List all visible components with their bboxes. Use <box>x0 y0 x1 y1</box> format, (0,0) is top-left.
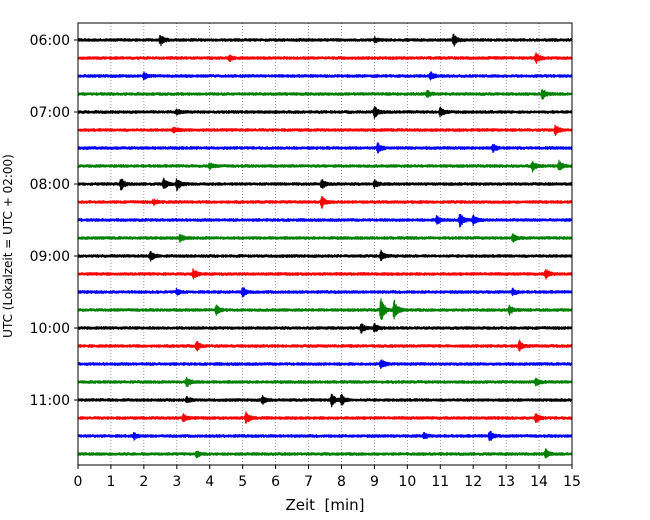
x-tick-label: 7 <box>304 474 313 490</box>
x-axis-label: Zeit [min] <box>285 496 364 514</box>
trace-1015 <box>78 340 572 352</box>
trace-0815 <box>78 196 572 209</box>
x-tick-label: 5 <box>238 474 247 490</box>
x-tick-label: 12 <box>464 474 482 490</box>
y-tick-label: 09:00 <box>30 249 70 265</box>
trace-0600 <box>78 34 572 47</box>
trace-1130 <box>78 431 572 441</box>
trace-0845 <box>78 233 572 243</box>
trace-0700 <box>78 106 572 119</box>
x-tick-label: 1 <box>106 474 115 490</box>
x-tick-label: 11 <box>431 474 449 490</box>
x-tick-label: 14 <box>530 474 548 490</box>
trace-0630 <box>78 71 572 80</box>
x-tick-label: 0 <box>74 474 83 490</box>
x-tick-label: 15 <box>563 474 581 490</box>
x-tick-label: 10 <box>398 474 416 490</box>
trace-0730 <box>78 142 572 153</box>
trace-0930 <box>78 287 572 297</box>
y-tick-label: 10:00 <box>30 321 70 337</box>
trace-0915 <box>78 268 572 279</box>
x-tick-label: 4 <box>205 474 214 490</box>
x-tick-label: 13 <box>497 474 515 490</box>
x-axis-ticks: 0 1 2 3 4 5 6 7 8 9 10 11 12 13 14 15 <box>74 465 581 490</box>
y-axis-label: UTC (Lokalzeit = UTC + 02:00) <box>1 154 15 338</box>
trace-0745 <box>78 160 572 173</box>
trace-1000 <box>78 323 572 333</box>
y-tick-label: 11:00 <box>30 393 70 409</box>
y-tick-label: 08:00 <box>30 177 70 193</box>
trace-0645 <box>78 89 572 99</box>
trace-0615 <box>78 52 572 63</box>
seismogram-traces <box>78 34 572 459</box>
y-axis-ticks: 06:00 07:00 08:00 09:00 10:00 11:00 <box>30 33 78 409</box>
y-tick-label: 07:00 <box>30 105 70 121</box>
trace-1100 <box>78 394 572 408</box>
x-tick-label: 9 <box>370 474 379 490</box>
trace-1045 <box>78 377 572 387</box>
trace-0800 <box>78 178 572 191</box>
trace-0945 <box>78 298 572 320</box>
x-tick-label: 3 <box>172 474 181 490</box>
trace-0830 <box>78 214 572 228</box>
x-tick-label: 2 <box>139 474 148 490</box>
trace-1115 <box>78 411 572 423</box>
trace-1145 <box>78 448 572 458</box>
y-tick-label: 06:00 <box>30 33 70 49</box>
x-tick-label: 6 <box>271 474 280 490</box>
x-tick-label: 8 <box>337 474 346 490</box>
trace-1030 <box>78 359 572 369</box>
trace-0715 <box>78 125 572 136</box>
trace-0900 <box>78 250 572 262</box>
